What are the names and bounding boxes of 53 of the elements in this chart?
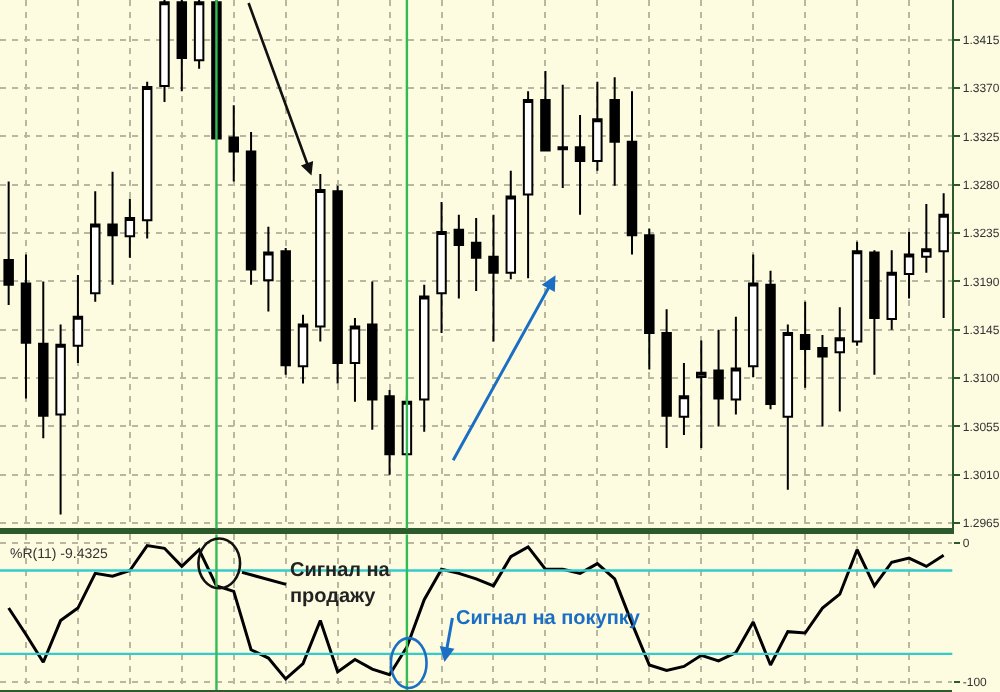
candlestick bbox=[574, 113, 586, 216]
candlestick bbox=[644, 227, 655, 371]
candlestick bbox=[834, 306, 846, 413]
candlestick bbox=[713, 328, 724, 428]
candlestick bbox=[418, 283, 430, 433]
candlestick bbox=[730, 315, 742, 416]
candlestick bbox=[141, 80, 153, 240]
candlestick bbox=[245, 131, 257, 286]
candlestick bbox=[384, 388, 395, 476]
candlestick bbox=[938, 192, 949, 319]
candlestick bbox=[107, 170, 118, 286]
candlestick bbox=[349, 316, 361, 403]
candlestick bbox=[522, 90, 534, 280]
candlestick bbox=[159, 0, 170, 104]
candlestick bbox=[540, 69, 551, 153]
candlestick bbox=[263, 225, 274, 313]
candlestick bbox=[661, 308, 672, 449]
candlestick bbox=[851, 240, 863, 347]
candlestick bbox=[782, 323, 794, 491]
candlestick bbox=[869, 249, 880, 376]
candlestick bbox=[228, 104, 239, 183]
candlestick bbox=[470, 217, 482, 293]
candlestick bbox=[72, 273, 84, 365]
candlestick bbox=[89, 190, 101, 303]
candlestick bbox=[453, 213, 465, 300]
candlestick bbox=[3, 180, 14, 307]
candlestick bbox=[592, 80, 603, 172]
candlestick bbox=[193, 0, 205, 70]
candlestick bbox=[367, 280, 378, 431]
candlestick bbox=[20, 253, 32, 400]
candlestick bbox=[315, 173, 326, 343]
candlestick bbox=[696, 339, 707, 449]
candlestick bbox=[921, 203, 932, 274]
candlestick bbox=[886, 249, 897, 331]
candlestick bbox=[626, 90, 638, 256]
candlestick bbox=[817, 334, 828, 428]
candlestick bbox=[297, 313, 309, 385]
candlestick bbox=[557, 83, 568, 189]
candlestick bbox=[55, 323, 66, 516]
candlestick bbox=[124, 197, 136, 259]
line-series bbox=[7, 544, 946, 681]
candlestick bbox=[505, 169, 517, 281]
candlestick bbox=[903, 231, 915, 300]
candlestick bbox=[799, 300, 811, 389]
candlestick bbox=[488, 213, 499, 343]
candlestick bbox=[176, 0, 188, 93]
candlestick bbox=[609, 76, 620, 187]
candlestick bbox=[38, 280, 49, 440]
candlestick bbox=[678, 362, 690, 437]
candlestick bbox=[747, 253, 759, 379]
candlestick bbox=[436, 200, 447, 334]
candlestick bbox=[280, 247, 291, 376]
candlestick bbox=[765, 269, 776, 411]
